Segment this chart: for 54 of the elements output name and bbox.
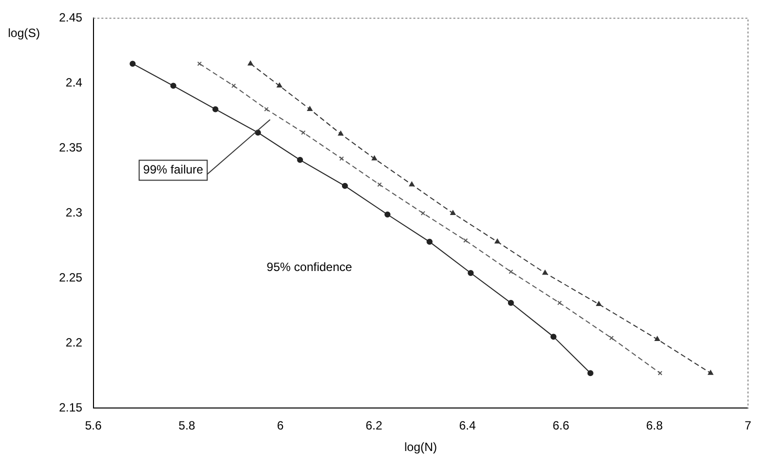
point [508,269,514,274]
x-tick-label: 6.2 [366,418,383,433]
x-tick-label: 6 [277,418,284,433]
y-tick-label: 2.4 [66,76,83,90]
point [384,212,390,218]
x-tick-label: 6.4 [459,418,476,433]
point [463,238,468,243]
point [338,130,344,136]
x-axis-title: log(N) [404,440,438,454]
point [339,156,344,161]
point [609,336,614,340]
point [426,238,433,245]
point [342,182,348,189]
point [276,82,282,88]
x-tick-label: 5.6 [85,418,102,433]
y-tick-label: 2.3 [66,206,83,220]
point [170,82,176,89]
y-tick-label: 2.15 [58,400,83,415]
point [420,210,426,216]
y-tick-label: 2.35 [58,140,83,155]
point [542,270,548,275]
point [307,106,313,111]
x-tick-label: 5.8 [178,418,196,433]
point [301,130,306,135]
point [596,301,602,306]
y-axis-title: log(S) [8,26,40,40]
point [450,210,456,215]
point [708,370,714,375]
point [587,370,594,376]
y-tick-label: 2.45 [58,10,83,25]
point [654,336,660,342]
point [468,270,474,276]
y-tick-label: 2.25 [58,270,83,285]
x-tick-label: 7 [744,418,752,433]
point [377,182,382,187]
x-tick-label: 6.8 [646,418,664,433]
point [557,300,562,306]
point [550,334,556,340]
x-tick-label: 6.6 [552,418,570,433]
point [231,84,236,88]
point [130,60,136,67]
point [248,60,254,66]
point [409,182,414,186]
annotation: 95% confidence [266,260,352,274]
point [372,156,378,160]
annotation: 99% failure [143,162,204,177]
point [297,156,304,163]
point [197,61,202,66]
y-tick-label: 2.2 [66,336,83,350]
point [212,106,218,112]
point [264,106,269,112]
point [494,238,500,244]
point [508,300,514,306]
point [658,370,662,376]
